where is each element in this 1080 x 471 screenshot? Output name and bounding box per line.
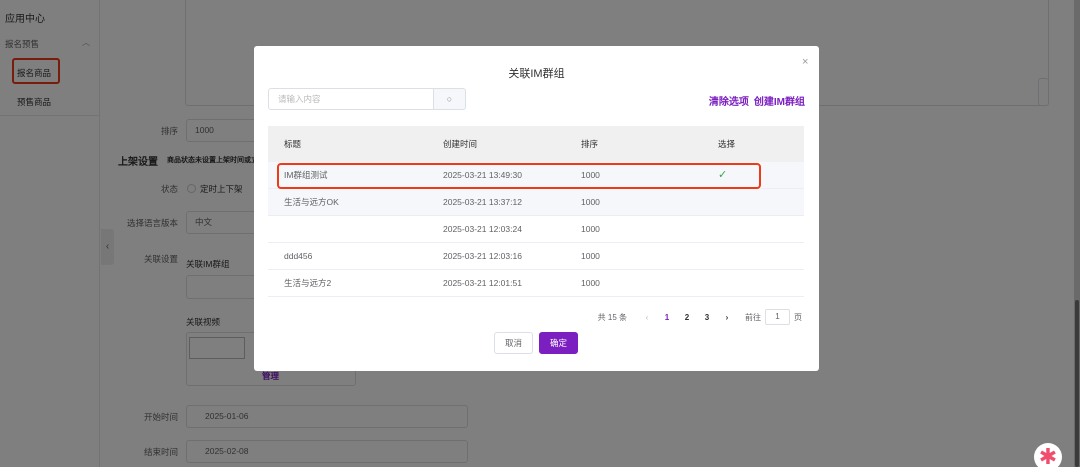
confirm-button[interactable]: 确定 [539,332,578,354]
cell-title: ddd456 [284,251,313,261]
column-header: 选择 [718,139,736,149]
search-icon: ○ [446,94,453,104]
table-row[interactable]: 生活与远方OK 2025-03-21 13:37:12 1000 [268,189,804,216]
column-header: 标题 [284,139,302,149]
table-header: 标题 创建时间 排序 选择 [268,126,804,162]
cell-created: 2025-03-21 13:37:12 [443,197,522,207]
assistant-logo-icon[interactable]: ✱ [1034,443,1062,471]
goto-label: 前往 [745,312,761,322]
column-header: 排序 [581,139,599,149]
cell-created: 2025-03-21 12:01:51 [443,278,522,288]
cell-sort: 1000 [581,197,600,207]
cell-created: 2025-03-21 12:03:16 [443,251,522,261]
goto-page-input[interactable]: 1 [765,309,790,325]
cell-sort: 1000 [581,278,600,288]
im-group-table: 标题 创建时间 排序 选择 IM群组测试 2025-03-21 13:49:30… [268,126,804,297]
check-icon[interactable]: ✓ [718,169,728,181]
page-3[interactable]: 3 [704,312,710,322]
close-icon[interactable]: × [802,56,809,68]
search-input[interactable]: 请输入内容 [268,88,434,110]
table-row[interactable]: 生活与远方2 2025-03-21 12:01:51 1000 [268,270,804,297]
cell-sort: 1000 [581,224,600,234]
page-unit: 页 [794,312,802,322]
page-2[interactable]: 2 [684,312,690,322]
clear-selection-link[interactable]: 清除选项 [708,97,749,108]
scrollbar[interactable] [1074,0,1080,467]
create-im-group-link[interactable]: 创建IM群组 [753,97,805,108]
cell-title: IM群组测试 [284,170,328,180]
search-button[interactable]: ○ [433,88,466,110]
cancel-button[interactable]: 取消 [494,332,533,354]
cell-created: 2025-03-21 12:03:24 [443,224,522,234]
highlight-box [277,163,761,189]
im-group-dialog: 关联IM群组 × 请输入内容 ○ 清除选项 创建IM群组 标题 创建时间 排序 选… [254,46,819,371]
page-1[interactable]: 1 [664,312,670,322]
prev-page-button[interactable]: ‹ [645,312,649,322]
column-header: 创建时间 [443,139,478,149]
table-row[interactable]: 2025-03-21 12:03:24 1000 [268,216,804,243]
dialog-title: 关联IM群组 [508,68,565,80]
cell-created: 2025-03-21 13:49:30 [443,170,522,180]
scrollbar-thumb[interactable] [1075,300,1079,467]
total-count: 共 15 条 [597,312,627,322]
pagination: 共 15 条 ‹ 1 2 3 › 前往 1 页 [598,309,802,325]
table-row[interactable]: ddd456 2025-03-21 12:03:16 1000 [268,243,804,270]
cell-sort: 1000 [581,251,600,261]
cell-title: 生活与远方2 [284,278,332,288]
next-page-button[interactable]: › [725,312,729,322]
cell-sort: 1000 [581,170,600,180]
cell-title: 生活与远方OK [284,197,339,207]
